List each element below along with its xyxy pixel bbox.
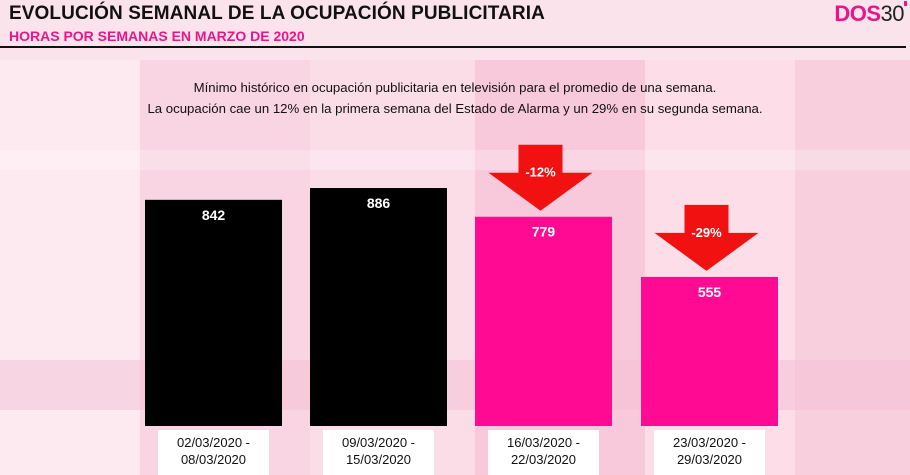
decline-annotation-label: -12% — [525, 165, 556, 180]
x-tick-label-4: 23/03/2020 - — [673, 435, 746, 450]
logo-text-30: 30 — [880, 1, 905, 26]
x-tick-label-2: 15/03/2020 — [346, 452, 411, 467]
description-line-1: Mínimo histórico en ocupación publicitar… — [193, 80, 717, 95]
x-tick-label-3: 16/03/2020 - — [507, 435, 580, 450]
bar-2 — [310, 188, 447, 426]
category-label-box — [488, 430, 599, 475]
header-divider — [0, 46, 906, 48]
brand-logo: DOS30 — [834, 1, 907, 27]
bar-3 — [475, 216, 612, 426]
page-title: EVOLUCIÓN SEMANAL DE LA OCUPACIÓN PUBLIC… — [9, 3, 545, 24]
x-tick-label-4: 29/03/2020 — [677, 452, 742, 467]
data-label-4: 555 — [698, 284, 722, 300]
logo-accent-mark — [904, 1, 907, 6]
x-tick-label-1: 02/03/2020 - — [177, 435, 250, 450]
page-subtitle: HORAS POR SEMANAS EN MARZO DE 2020 — [9, 28, 305, 44]
category-label-box — [654, 430, 765, 475]
bar-1 — [145, 199, 282, 426]
decline-arrow-icon — [654, 204, 759, 271]
data-label-2: 886 — [367, 195, 391, 211]
decline-annotation-label: -29% — [691, 225, 722, 240]
category-label-box — [323, 430, 434, 475]
data-label-3: 779 — [532, 224, 556, 240]
x-tick-label-3: 22/03/2020 — [511, 452, 576, 467]
bar-4 — [641, 276, 778, 426]
data-label-1: 842 — [202, 207, 226, 223]
logo-text-dos: DOS — [834, 1, 881, 26]
decline-arrow-icon — [488, 144, 593, 211]
x-tick-label-2: 09/03/2020 - — [342, 435, 415, 450]
x-tick-label-1: 08/03/2020 — [181, 452, 246, 467]
category-label-box — [158, 430, 269, 475]
description-line-2: La ocupación cae un 12% en la primera se… — [147, 101, 763, 116]
